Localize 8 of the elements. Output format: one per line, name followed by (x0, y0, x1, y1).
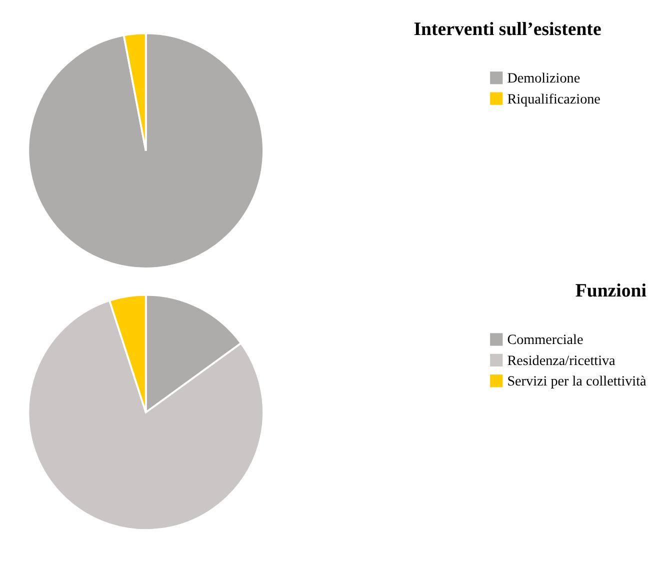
legend-label: Riqualificazione (507, 91, 600, 108)
legend-label: Servizi per la collettività (507, 374, 648, 390)
chart-title: Interventi sull’esistente (414, 19, 602, 40)
legend-label: Commerciale (507, 332, 584, 348)
legend-label: Demolizione (507, 70, 580, 87)
legend-label: Residenza/ricettiva (507, 352, 616, 369)
chart-title: Funzioni (575, 280, 646, 302)
pie-slice (27, 32, 264, 270)
